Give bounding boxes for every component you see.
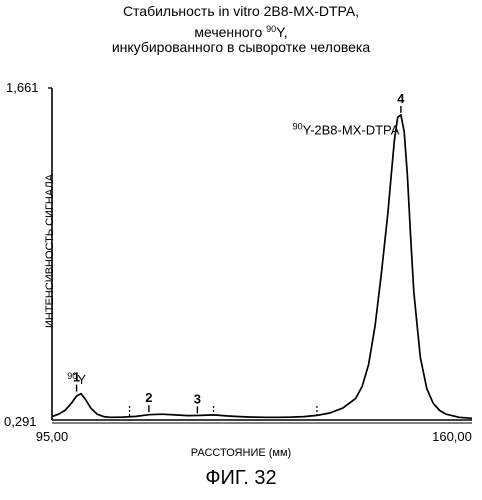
peak-label-2: 2: [145, 390, 152, 405]
annotation-0-superscript: 90: [67, 371, 77, 381]
x-axis-label: РАССТОЯНИЕ (мм): [0, 447, 482, 459]
signal-trace: [52, 115, 472, 418]
annotation-1-text: Y-2B8-MX-DTPA: [303, 122, 400, 137]
y-axis-label: ИНТЕНСИВНОСТЬ СИГНАЛА: [44, 171, 56, 331]
x-tick-label-left: 95,00: [36, 429, 69, 444]
y-tick-label-top: 1,661: [6, 80, 39, 95]
figure-caption: ФИГ. 32: [0, 467, 482, 490]
annotation-1: 90Y-2B8-MX-DTPA: [293, 121, 400, 137]
annotation-0: 90Y: [67, 371, 86, 387]
y-tick-label-bottom: 0,291: [4, 414, 37, 429]
peak-label-3: 3: [194, 391, 201, 406]
annotation-1-superscript: 90: [293, 121, 303, 131]
annotation-0-text: Y: [77, 372, 86, 387]
peak-label-4: 4: [397, 91, 405, 106]
x-tick-label-right: 160,00: [432, 429, 472, 444]
